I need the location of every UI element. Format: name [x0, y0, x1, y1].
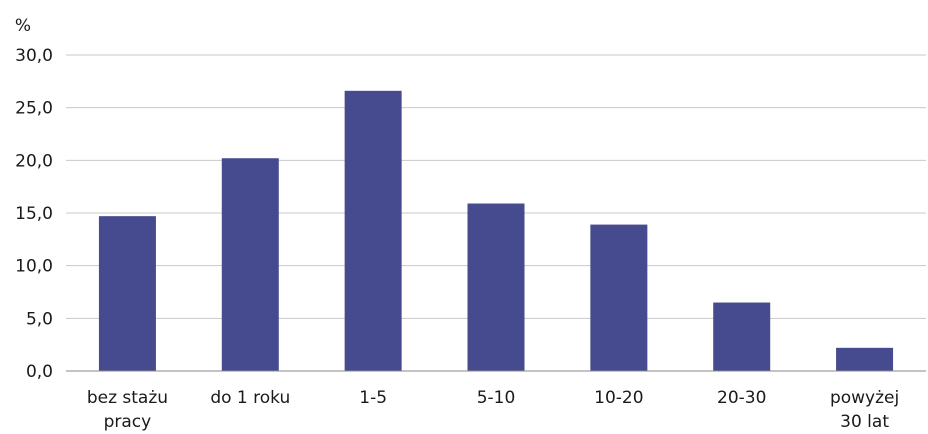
- y-tick-label: 10,0: [15, 257, 53, 277]
- bar: [467, 203, 525, 371]
- y-tick-label: 15,0: [15, 204, 53, 224]
- bar: [836, 347, 894, 371]
- y-tick-label: 25,0: [15, 99, 53, 119]
- x-category-label: 5-10: [477, 388, 516, 408]
- y-axis-unit-label: %: [15, 16, 31, 36]
- y-tick-label: 20,0: [15, 151, 53, 171]
- x-category-label: pracy: [104, 412, 152, 432]
- x-category-label: 1-5: [359, 388, 387, 408]
- y-tick-label: 5,0: [26, 309, 53, 329]
- x-category-label: bez stażu: [87, 388, 168, 408]
- y-tick-label: 0,0: [26, 362, 53, 382]
- x-category-label: 30 lat: [840, 412, 889, 432]
- y-axis-ticks: 0,0 5,0 10,0 15,0 20,0 25,0 30,0: [15, 46, 53, 382]
- x-category-label: 10-20: [594, 388, 643, 408]
- bars: [98, 90, 894, 372]
- bar: [221, 158, 279, 371]
- x-axis-category-labels: bez stażu pracy do 1 roku 1-5 5-10 10-20 20-30…: [87, 388, 899, 432]
- x-category-label: powyżej: [830, 388, 899, 408]
- bar: [590, 224, 648, 371]
- x-category-label: 20-30: [717, 388, 766, 408]
- bar: [344, 90, 402, 372]
- y-tick-label: 30,0: [15, 46, 53, 66]
- bar: [98, 216, 156, 371]
- x-category-label: do 1 roku: [210, 388, 290, 408]
- bar: [713, 302, 771, 371]
